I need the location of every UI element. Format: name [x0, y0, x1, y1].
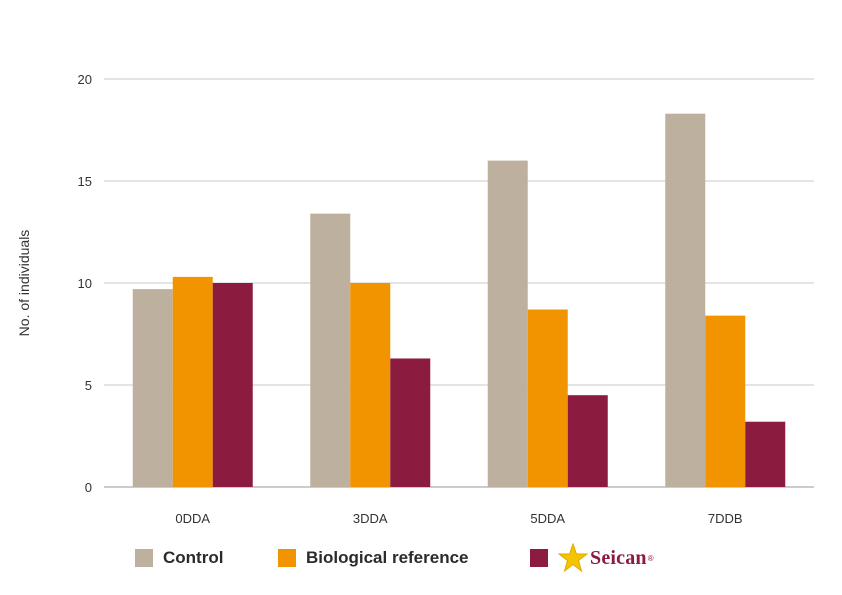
- x-tick-label: 5DDA: [530, 511, 565, 526]
- legend-swatch-biological-reference: [278, 549, 296, 567]
- legend-item-biological-reference: Biological reference: [278, 546, 469, 570]
- x-tick-label: 0DDA: [175, 511, 210, 526]
- legend-label-control: Control: [163, 548, 224, 567]
- bar-biological-reference-7ddb: [705, 315, 746, 487]
- x-tick-label: 3DDA: [353, 511, 388, 526]
- bar-biological-reference-5dda: [527, 309, 568, 487]
- y-tick-label: 5: [85, 378, 92, 393]
- star-icon: [558, 543, 588, 573]
- legend-swatch-seican: [530, 549, 548, 567]
- seican-logo-text: Seican: [590, 546, 647, 569]
- legend: Control Biological reference Seican ®: [135, 543, 835, 573]
- bar-seican-7ddb: [745, 421, 786, 487]
- legend-item-seican: Seican ®: [530, 543, 654, 573]
- legend-label-biological-reference: Biological reference: [306, 548, 469, 567]
- y-axis-label: No. of individuals: [16, 230, 32, 337]
- bar-seican-5dda: [567, 395, 608, 487]
- bar-biological-reference-0dda: [172, 276, 213, 487]
- seican-logo-mark: ®: [647, 553, 654, 563]
- bar-control-0dda: [132, 289, 173, 487]
- y-tick-label: 20: [78, 72, 92, 87]
- bars: [132, 113, 786, 488]
- x-tick-label: 7DDB: [708, 511, 743, 526]
- y-tick-labels: 0 5 10 15 20: [78, 72, 92, 495]
- legend-item-control: Control: [135, 546, 223, 570]
- y-tick-label: 10: [78, 276, 92, 291]
- x-tick-labels: 0DDA 3DDA 5DDA 7DDB: [175, 511, 742, 526]
- bar-control-3dda: [310, 213, 351, 487]
- seican-logo: Seican ®: [558, 543, 654, 573]
- y-tick-label: 0: [85, 480, 92, 495]
- bar-control-7ddb: [665, 113, 706, 488]
- bar-seican-3dda: [390, 358, 431, 487]
- bar-biological-reference-3dda: [350, 283, 391, 487]
- bar-seican-0dda: [212, 283, 253, 487]
- bar-control-5dda: [487, 160, 528, 487]
- legend-swatch-control: [135, 549, 153, 567]
- y-tick-label: 15: [78, 174, 92, 189]
